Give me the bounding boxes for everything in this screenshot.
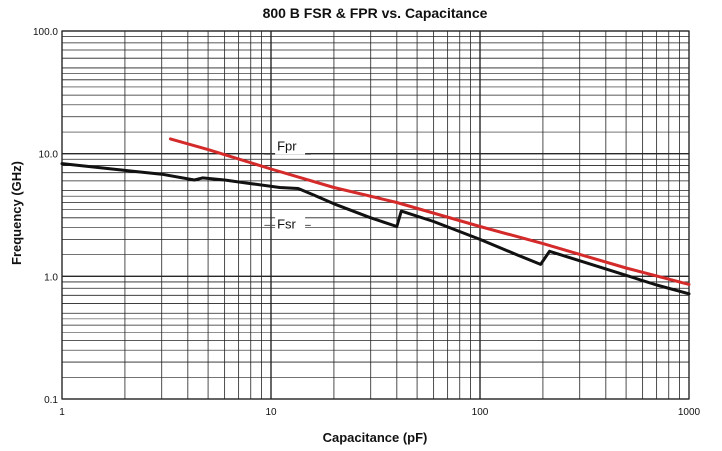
y-tick-label: 1.0 — [44, 272, 58, 283]
plot-frame — [61, 30, 690, 400]
x-tick-label: 1000 — [678, 407, 701, 418]
y-tick-label: 100.0 — [33, 27, 58, 38]
series-line-fpr — [168, 137, 691, 286]
series-line-fsr — [60, 162, 691, 296]
series-label-fpr: Fpr — [277, 139, 297, 154]
series-layer — [60, 137, 691, 296]
x-tick-label: 100 — [472, 407, 489, 418]
chart-title: 800 B FSR & FPR vs. Capacitance — [263, 5, 488, 21]
x-tick-label: 1 — [59, 407, 65, 418]
x-tick-label: 10 — [265, 407, 277, 418]
y-tick-label: 0.1 — [44, 395, 58, 406]
annotation-label-bg — [275, 216, 306, 233]
tick-labels: 1 10 100 1000 0.1 1.0 10.0 100.0 — [33, 27, 701, 418]
y-tick-label: 10.0 — [39, 150, 59, 161]
annotation-layer: Fpr Fsr — [264, 138, 311, 233]
x-axis-label: Capacitance (pF) — [323, 430, 428, 445]
y-axis-label: Frequency (GHz) — [9, 161, 24, 265]
series-label-fsr: Fsr — [277, 217, 296, 232]
grid — [61, 30, 690, 400]
annotation-label-bg — [275, 138, 306, 155]
